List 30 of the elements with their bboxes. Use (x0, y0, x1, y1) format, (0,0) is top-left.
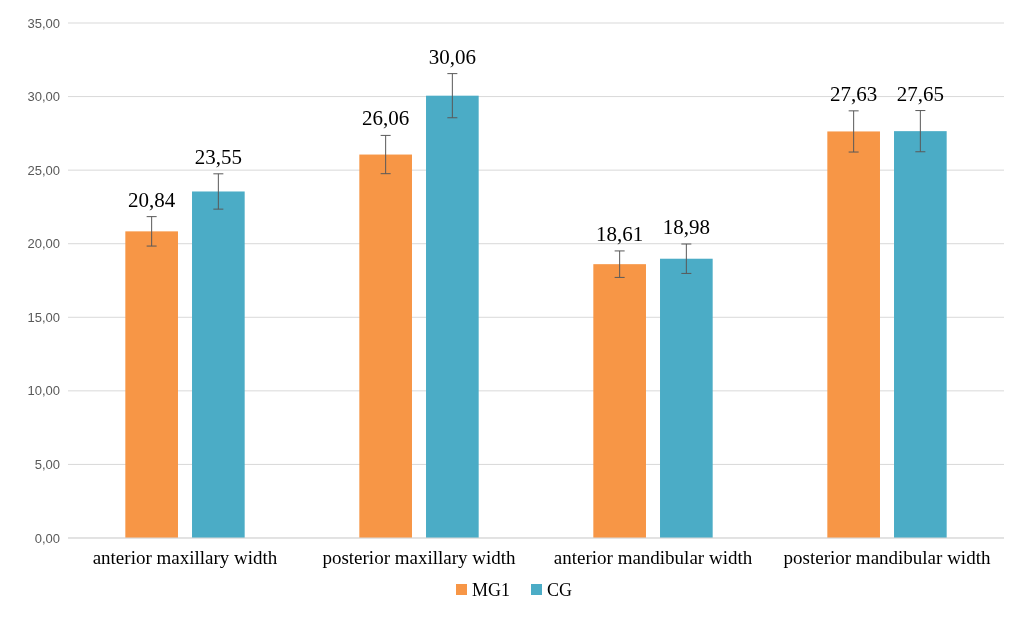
x-tick-label: posterior mandibular width (783, 547, 991, 568)
data-label: 27,63 (830, 81, 878, 106)
data-label: 20,84 (128, 187, 176, 212)
data-label: 18,98 (662, 215, 710, 240)
bar (894, 131, 947, 538)
y-tick-label: 20,00 (27, 236, 60, 252)
data-label: 30,06 (428, 44, 476, 69)
y-tick-label: 0,00 (34, 530, 60, 546)
x-tick-label: anterior maxillary width (92, 547, 278, 568)
legend-label: MG1 (472, 580, 511, 601)
y-tick-label: 30,00 (27, 89, 60, 105)
bar (593, 264, 646, 538)
bar (359, 154, 412, 538)
y-tick-label: 5,00 (34, 456, 60, 472)
bar (125, 231, 178, 538)
bar (426, 95, 479, 538)
data-label: 27,65 (896, 81, 944, 106)
data-label: 26,06 (362, 106, 410, 131)
data-label: 23,55 (194, 144, 242, 169)
bar (192, 191, 245, 538)
y-tick-label: 35,00 (27, 15, 60, 31)
bar (660, 258, 713, 538)
data-label: 18,61 (596, 221, 644, 246)
y-tick-label: 15,00 (27, 309, 60, 325)
x-tick-label: anterior mandibular width (553, 547, 753, 568)
y-tick-label: 10,00 (27, 383, 60, 399)
bar (827, 131, 880, 538)
legend-label: CG (547, 580, 573, 601)
y-tick-label: 25,00 (27, 162, 60, 178)
x-tick-label: posterior maxillary width (322, 547, 517, 568)
